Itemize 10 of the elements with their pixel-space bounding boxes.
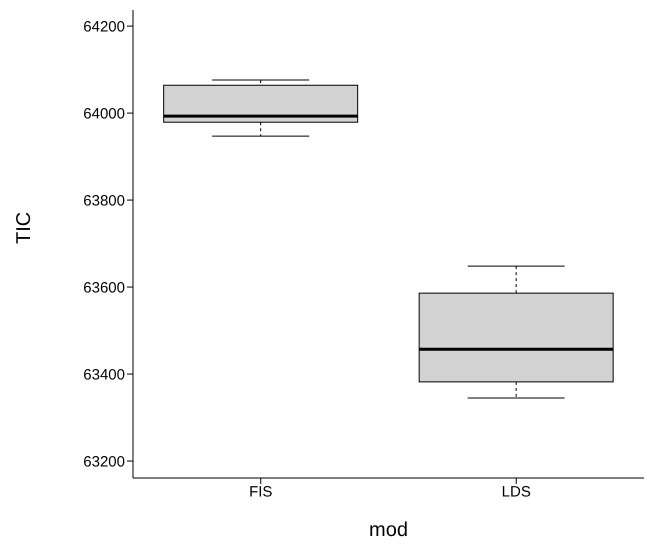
x-tick-label: LDS	[502, 484, 531, 501]
y-tick-label: 64200	[83, 18, 125, 36]
x-axis-title: mod	[369, 519, 408, 541]
y-axis-title: TIC	[13, 212, 36, 244]
y-tick-label: 63600	[83, 279, 125, 296]
x-tick-label: FIS	[249, 484, 272, 501]
y-tick-label: 63800	[83, 192, 125, 210]
y-tick-label: 63400	[83, 366, 125, 384]
y-tick-label: 63200	[83, 453, 125, 470]
y-tick-label: 64000	[83, 105, 125, 122]
